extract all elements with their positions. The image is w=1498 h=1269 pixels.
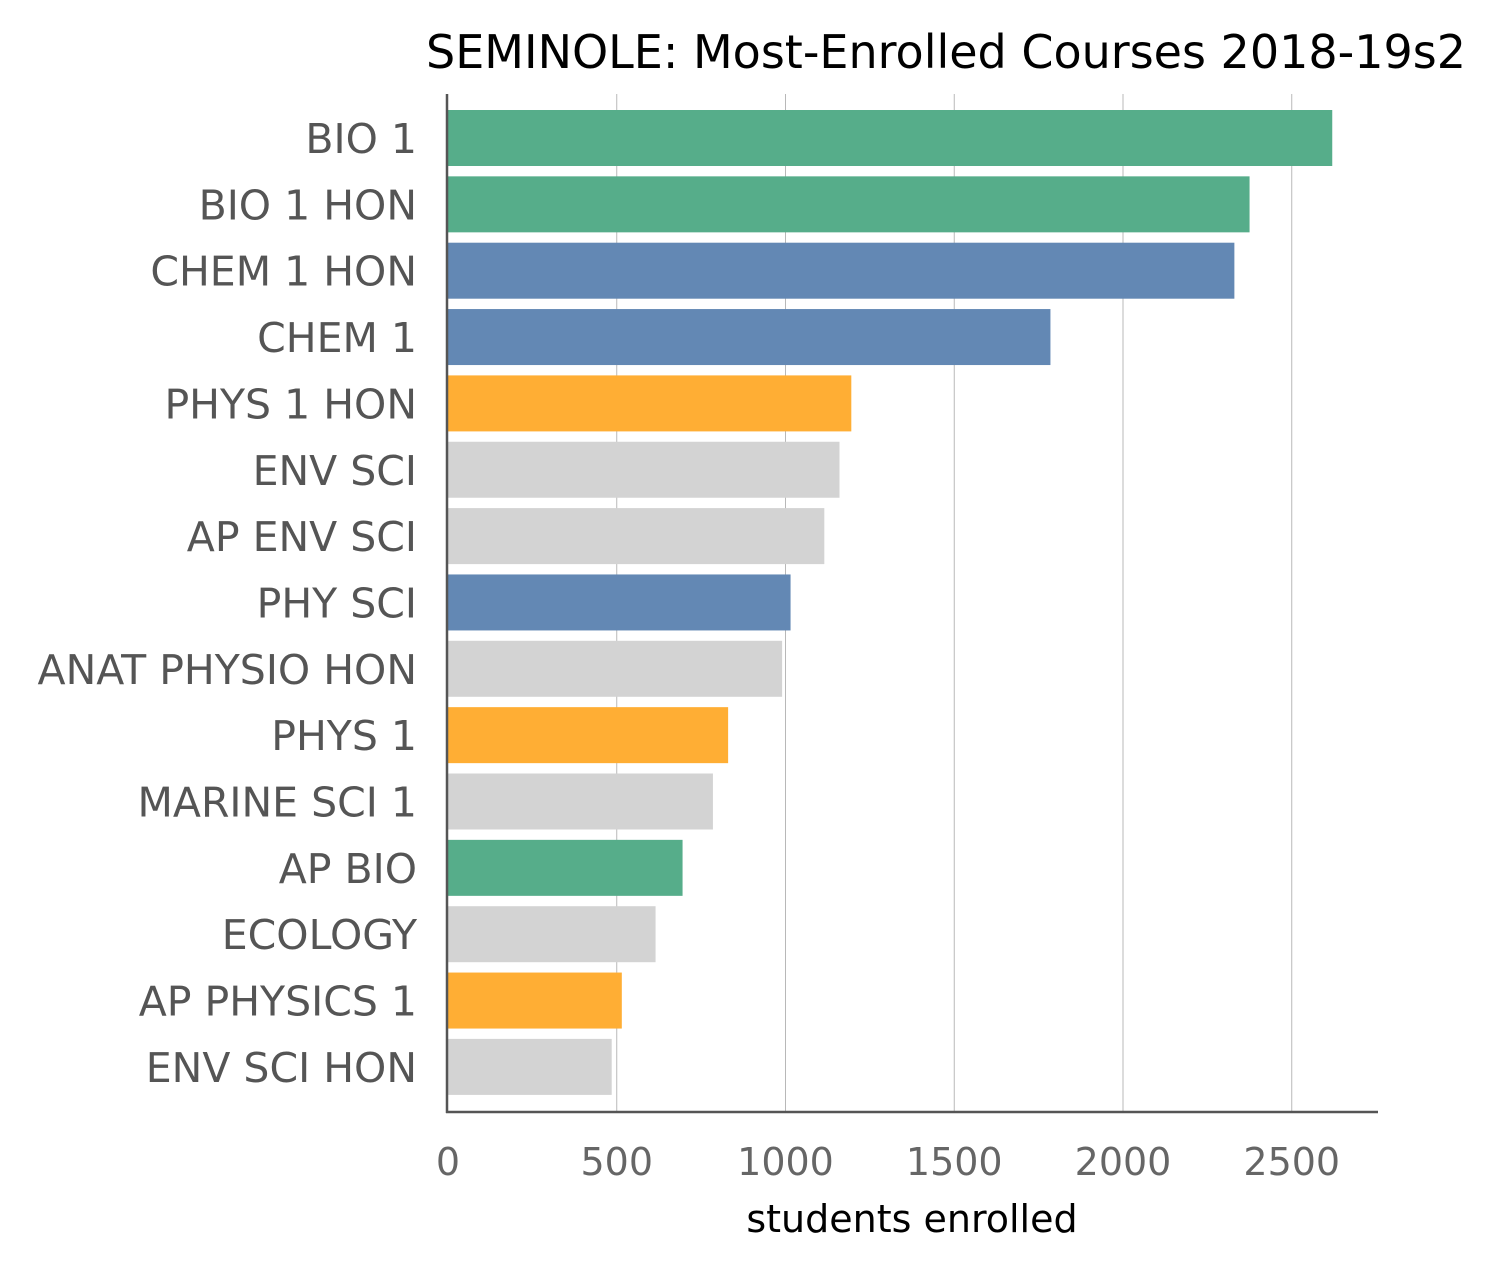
- bar: [448, 176, 1250, 233]
- category-label: MARINE SCI 1: [138, 779, 417, 827]
- bar: [448, 906, 656, 963]
- category-label: ECOLOGY: [222, 911, 418, 959]
- category-label: CHEM 1 HON: [150, 248, 417, 296]
- bar: [448, 441, 840, 498]
- bar: [448, 773, 713, 830]
- x-tick-label: 1000: [737, 1140, 834, 1184]
- x-tick-label: 0: [436, 1140, 460, 1184]
- category-label: PHYS 1 HON: [164, 380, 417, 428]
- category-label: ENV SCI: [253, 447, 417, 495]
- bar: [448, 375, 852, 432]
- bar: [448, 242, 1235, 299]
- bar: [448, 1038, 612, 1095]
- category-label: PHYS 1: [271, 712, 417, 760]
- chart-title: SEMINOLE: Most-Enrolled Courses 2018-19s…: [426, 25, 1466, 79]
- category-label: ANAT PHYSIO HON: [38, 646, 417, 694]
- bar: [448, 972, 622, 1029]
- x-tick-label: 500: [580, 1140, 653, 1184]
- bars: [448, 110, 1333, 1095]
- bar: [448, 508, 825, 565]
- bar: [448, 309, 1051, 366]
- category-label: AP PHYSICS 1: [139, 978, 417, 1026]
- category-label: CHEM 1: [257, 314, 417, 362]
- category-label: PHY SCI: [257, 579, 417, 627]
- category-label: AP ENV SCI: [187, 513, 417, 561]
- bar: [448, 640, 783, 697]
- x-tick-label: 1500: [906, 1140, 1003, 1184]
- bar: [448, 839, 683, 896]
- x-axis-label: students enrolled: [746, 1197, 1077, 1241]
- x-tick-label: 2000: [1075, 1140, 1172, 1184]
- bar: [448, 574, 791, 631]
- bar: [448, 707, 729, 764]
- category-labels: BIO 1 BIO 1 HON CHEM 1 HON CHEM 1 PHYS 1 HON…: [38, 115, 418, 1092]
- category-label: BIO 1: [305, 115, 417, 163]
- x-tick-labels: 0 500 1000 1500 2000 2500: [436, 1140, 1340, 1184]
- category-label: ENV SCI HON: [146, 1044, 417, 1092]
- category-label: AP BIO: [279, 845, 417, 893]
- x-tick-label: 2500: [1243, 1140, 1340, 1184]
- category-label: BIO 1 HON: [199, 181, 417, 229]
- bar: [448, 110, 1333, 166]
